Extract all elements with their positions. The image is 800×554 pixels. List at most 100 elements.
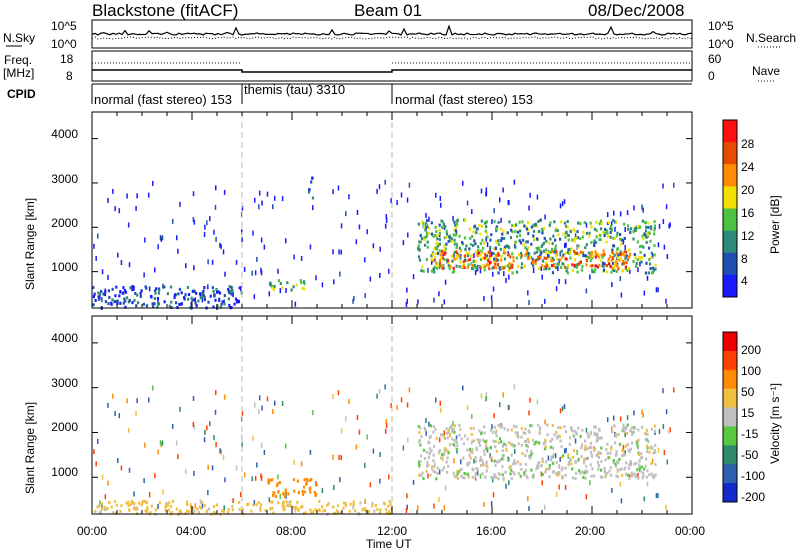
velocity-echo-cell — [600, 436, 603, 440]
power-echo-cell — [516, 230, 520, 234]
velocity-scatter-point — [544, 419, 546, 425]
velocity-echo-cell — [418, 438, 421, 442]
power-scatter-point — [483, 296, 485, 302]
velocity-echo-cell — [504, 443, 508, 447]
power-echo-cell — [597, 252, 600, 256]
velocity-echo-cell — [150, 504, 153, 508]
power-echo-cell — [467, 254, 470, 258]
power-echo-cell — [197, 299, 200, 303]
power-echo-cell — [495, 253, 498, 257]
velocity-scatter-point — [444, 485, 447, 491]
power-scatter-point — [440, 202, 442, 208]
power-scatter-point — [279, 288, 282, 294]
velocity-echo-cell — [450, 424, 453, 428]
velocity-echo-cell — [641, 471, 645, 475]
power-cb-tick-4: 4 — [741, 274, 748, 288]
power-scatter-point — [385, 213, 388, 219]
velocity-echo-cell — [507, 457, 510, 461]
power-scatter-point — [162, 283, 164, 289]
power-echo-cell — [599, 227, 603, 231]
velocity-scatter-point — [606, 417, 609, 423]
power-echo-cell — [277, 279, 280, 283]
velocity-scatter-point — [489, 453, 491, 459]
power-echo-cell — [598, 222, 601, 226]
power-echo-cell — [553, 250, 557, 254]
velocity-echo-cell — [637, 428, 640, 432]
power-echo-cell — [639, 257, 642, 261]
velocity-echo-cell — [255, 503, 258, 507]
velocity-echo-cell — [520, 443, 523, 447]
power-echo-cell — [436, 242, 439, 246]
velocity-echo-cell — [526, 445, 529, 449]
power-ytick-4000: 4000 — [51, 127, 78, 141]
velocity-echo-cell — [620, 467, 623, 471]
velocity-echo-cell — [284, 491, 288, 495]
power-echo-cell — [523, 224, 526, 228]
power-echo-cell — [295, 283, 298, 287]
velocity-scatter-point — [508, 480, 510, 486]
power-echo-cell — [648, 231, 651, 235]
velocity-echo-cell — [443, 453, 446, 457]
velocity-echo-cell — [645, 438, 649, 442]
velocity-panel-frame — [91, 315, 693, 515]
power-scatter-point — [559, 251, 561, 257]
velocity-echo-cell — [364, 509, 367, 513]
power-echo-cell — [500, 227, 503, 231]
power-echo-cell — [195, 304, 198, 308]
power-echo-cell — [611, 256, 614, 260]
velocity-scatter-point — [312, 410, 314, 416]
power-echo-cell — [419, 233, 422, 237]
power-echo-cell — [466, 258, 470, 262]
power-echo-cell — [177, 292, 180, 296]
power-echo-cell — [525, 250, 529, 254]
power-echo-cell — [482, 256, 485, 260]
power-echo-cell — [211, 286, 214, 290]
power-scatter-point — [585, 288, 588, 294]
velocity-echo-cell — [334, 511, 337, 515]
power-echo-cell — [430, 269, 434, 273]
power-echo-cell — [536, 237, 539, 241]
power-echo-cell — [625, 254, 628, 258]
velocity-scatter-point — [190, 507, 193, 513]
power-echo-cell — [552, 258, 555, 262]
power-echo-cell — [594, 241, 598, 245]
power-echo-cell — [428, 226, 431, 230]
velocity-echo-cell — [594, 425, 597, 429]
velocity-echo-cell — [533, 442, 536, 446]
velocity-echo-cell — [320, 505, 324, 509]
power-echo-cell — [600, 222, 603, 226]
velocity-echo-cell — [135, 508, 138, 512]
velocity-echo-cell — [419, 459, 422, 463]
velocity-scatter-point — [408, 387, 411, 393]
power-echo-cell — [553, 220, 556, 224]
power-echo-cell — [615, 220, 618, 224]
velocity-echo-cell — [428, 447, 432, 451]
power-echo-cell — [425, 257, 428, 261]
velocity-echo-cell — [426, 460, 429, 464]
nsky-line — [91, 24, 693, 36]
power-echo-cell — [481, 246, 485, 250]
velocity-scatter-point — [452, 420, 454, 426]
power-echo-cell — [454, 242, 458, 246]
velocity-scatter-point — [567, 453, 569, 459]
power-scatter-point — [358, 224, 361, 230]
velocity-scatter-point — [160, 442, 162, 448]
velocity-scatter-point — [114, 411, 116, 417]
power-echo-cell — [539, 249, 542, 253]
velocity-echo-cell — [585, 447, 588, 451]
velocity-echo-cell — [418, 463, 421, 467]
power-echo-cell — [193, 290, 196, 294]
velocity-scatter-point — [462, 385, 464, 391]
velocity-scatter-point — [207, 464, 209, 470]
velocity-echo-cell — [287, 504, 291, 508]
power-scatter-point — [668, 223, 670, 229]
power-echo-cell — [480, 219, 483, 223]
velocity-scatter-point — [554, 453, 557, 459]
power-scatter-point — [555, 286, 558, 292]
power-echo-cell — [615, 269, 618, 273]
power-echo-cell — [580, 268, 583, 272]
power-echo-cell — [624, 265, 627, 269]
velocity-echo-cell — [475, 446, 478, 450]
power-echo-cell — [565, 230, 568, 234]
velocity-echo-cell — [553, 433, 556, 437]
